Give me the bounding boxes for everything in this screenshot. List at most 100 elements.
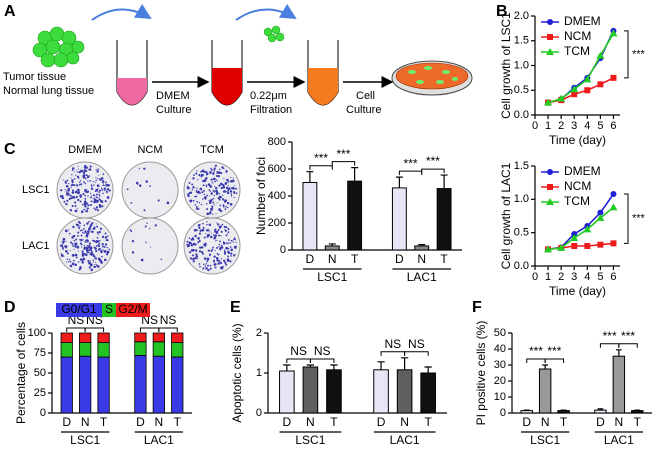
colony — [86, 245, 89, 247]
colony — [86, 207, 89, 210]
colony — [226, 191, 230, 195]
colony — [83, 232, 86, 234]
significance-bracket — [618, 343, 638, 348]
colony — [92, 181, 94, 183]
transfer-arrow — [235, 3, 297, 21]
colony — [222, 198, 225, 201]
marker — [571, 91, 578, 98]
colony — [227, 180, 230, 183]
error-bar — [615, 349, 622, 357]
colony — [195, 254, 199, 258]
tube-liquid — [212, 68, 242, 105]
colony — [216, 253, 219, 255]
colony — [97, 177, 99, 180]
colony — [208, 223, 212, 226]
dish-medium — [395, 62, 469, 90]
colony — [166, 201, 170, 205]
colony — [88, 261, 91, 265]
y-tick-label: 1.0 — [514, 193, 529, 205]
colony — [87, 259, 90, 263]
colony — [104, 189, 106, 192]
colony — [76, 188, 80, 191]
colony — [101, 205, 104, 208]
colony — [196, 170, 198, 172]
colony — [91, 222, 94, 225]
significance-bracket — [66, 327, 86, 332]
y-tick-label: 50 — [34, 367, 46, 379]
bar-segment — [152, 341, 165, 357]
dish-cells — [408, 66, 458, 84]
colony — [93, 226, 96, 229]
tube-liquid — [117, 78, 147, 105]
colony — [232, 186, 235, 190]
colony — [230, 193, 233, 196]
colony — [72, 225, 75, 229]
bar — [326, 369, 342, 414]
colony — [213, 263, 217, 266]
colony — [73, 248, 75, 250]
y-axis-label: Cell growth of LAC1 — [499, 162, 513, 269]
colony — [65, 249, 68, 253]
significance-label: NS — [290, 344, 307, 358]
colony — [150, 246, 152, 248]
legend-label: NCM — [564, 29, 591, 43]
bar-segment — [97, 356, 110, 414]
colony — [220, 183, 223, 186]
colony — [135, 181, 139, 185]
group-label: LAC1 — [390, 433, 420, 447]
colony — [230, 179, 233, 183]
panel-label: D — [4, 299, 16, 316]
x-tick-label: T — [440, 252, 448, 266]
colony — [65, 247, 67, 249]
colony — [131, 251, 135, 254]
colony — [129, 229, 132, 232]
legend-label: DMEM — [564, 164, 601, 178]
colony — [64, 189, 66, 191]
colony — [210, 192, 213, 195]
colony — [203, 263, 205, 266]
colony — [213, 255, 216, 258]
colony — [199, 224, 201, 226]
colony — [216, 246, 218, 249]
significance-label: NS — [408, 337, 425, 351]
colony — [225, 169, 228, 173]
colony — [194, 195, 197, 198]
colony — [209, 267, 212, 270]
legend-label: NCM — [564, 179, 591, 193]
colony — [69, 209, 73, 212]
colony — [63, 245, 66, 248]
colony — [95, 193, 98, 196]
colony — [88, 249, 91, 252]
colony — [61, 196, 65, 200]
colony — [222, 204, 225, 207]
colony — [107, 184, 109, 187]
step-label: Filtration — [250, 104, 292, 116]
colony — [62, 179, 64, 181]
colony — [104, 243, 108, 246]
colony — [222, 183, 225, 187]
colony — [88, 168, 92, 171]
colony — [69, 194, 72, 197]
colony — [62, 237, 66, 241]
significance-label: *** — [547, 344, 561, 358]
colony — [213, 170, 215, 172]
colony — [75, 195, 78, 198]
colony — [219, 249, 222, 251]
bar-segment — [60, 356, 73, 414]
colony — [73, 196, 76, 199]
colony — [200, 170, 203, 173]
colony — [97, 200, 100, 202]
colony — [94, 264, 96, 266]
colony — [213, 169, 216, 171]
colony — [79, 180, 82, 182]
colony — [233, 192, 236, 195]
colony — [191, 237, 195, 240]
y-axis-label: Number of foci — [254, 157, 268, 235]
colony — [220, 225, 223, 227]
colony — [227, 206, 229, 209]
colony — [227, 251, 231, 255]
bar-segment — [134, 354, 147, 414]
colony — [193, 174, 195, 177]
colony — [214, 180, 216, 183]
x-tick-label: 2 — [558, 271, 564, 283]
